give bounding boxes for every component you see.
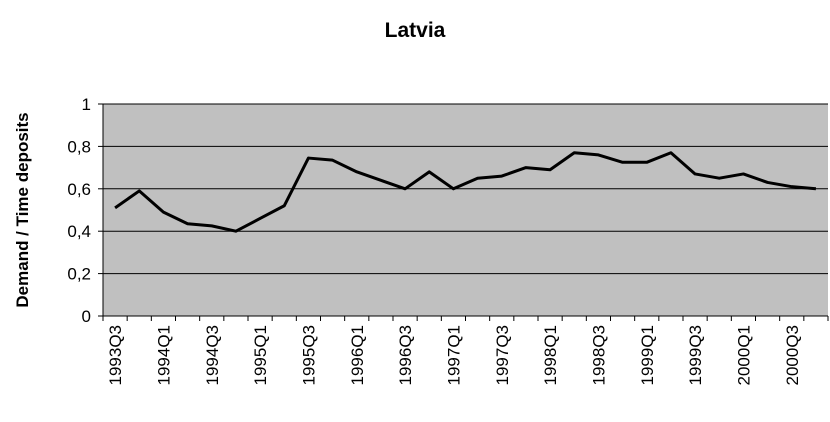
x-tick-label: 1993Q3: [106, 325, 125, 386]
x-tick-label: 1999Q1: [638, 325, 657, 386]
x-tick-label: 1994Q3: [203, 325, 222, 386]
x-tick-label: 1998Q1: [541, 325, 560, 386]
x-tick-label: 1995Q1: [251, 325, 270, 386]
x-tick-label: 1995Q3: [299, 325, 318, 386]
plot-area: [103, 104, 828, 316]
y-tick-label: 0: [82, 307, 91, 326]
x-tick-label: 1999Q3: [686, 325, 705, 386]
x-tick-label: 1996Q3: [396, 325, 415, 386]
y-tick-label: 0,6: [67, 180, 91, 199]
x-tick-label: 1994Q1: [154, 325, 173, 386]
y-tick-label: 0,8: [67, 137, 91, 156]
x-tick-label: 1998Q3: [589, 325, 608, 386]
line: [114, 151, 817, 233]
x-tick-label: 2000Q1: [734, 325, 753, 386]
y-tick-label: 0,2: [67, 265, 91, 284]
y-tick-label: 1: [82, 95, 91, 114]
y-tick-label: 0,4: [67, 222, 91, 241]
chart-title: Latvia: [385, 19, 446, 42]
x-tick-label: 1997Q3: [493, 325, 512, 386]
x-tick-label: 1997Q1: [444, 325, 463, 386]
x-tick-label: 2000Q3: [783, 325, 802, 386]
y-axis-label: Demand / Time deposits: [13, 112, 32, 307]
x-tick-label: 1996Q1: [348, 325, 367, 386]
